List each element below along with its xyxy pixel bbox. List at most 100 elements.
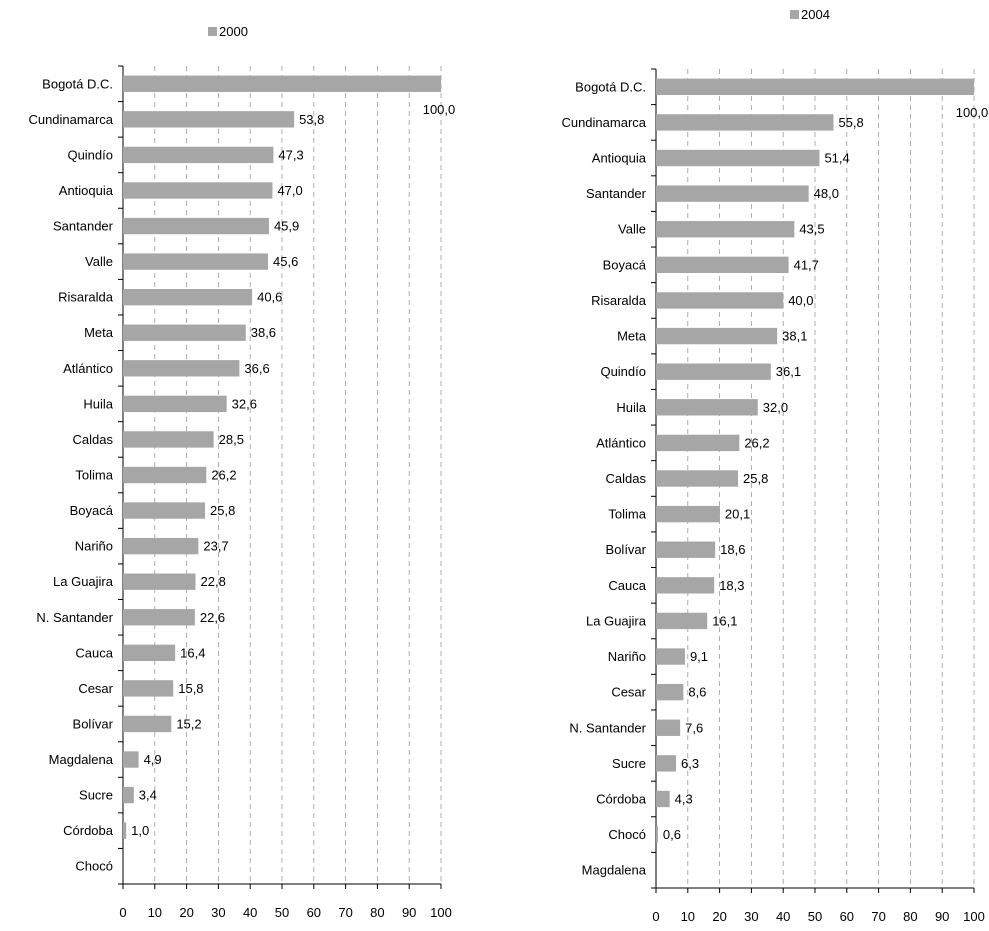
category-label: Caldas xyxy=(606,471,647,486)
data-label: 20,1 xyxy=(725,507,750,522)
data-label: 16,4 xyxy=(180,645,205,660)
category-label: Cauca xyxy=(75,645,113,660)
x-tick-label: 100 xyxy=(430,905,452,920)
bar xyxy=(656,221,795,238)
data-label: 36,6 xyxy=(244,361,269,376)
data-label: 32,0 xyxy=(763,400,788,415)
bar xyxy=(123,786,134,804)
data-label: 51,4 xyxy=(824,151,849,166)
category-label: Risaralda xyxy=(58,290,114,305)
data-label: 53,8 xyxy=(299,112,324,127)
x-tick-label: 30 xyxy=(744,909,758,924)
bar xyxy=(123,111,295,128)
data-label: 22,6 xyxy=(200,610,225,625)
category-label: Nariño xyxy=(608,649,646,664)
category-label: Bolívar xyxy=(73,716,114,731)
category-label: Tolima xyxy=(608,507,646,522)
category-label: Córdoba xyxy=(63,823,114,838)
category-label: Bogotá D.C. xyxy=(575,79,646,94)
bar xyxy=(123,217,269,235)
bar xyxy=(123,466,207,484)
bar xyxy=(656,755,677,772)
bar xyxy=(656,719,681,736)
category-label: Boyacá xyxy=(603,257,647,272)
legend-swatch xyxy=(208,27,217,36)
bar xyxy=(123,431,214,448)
bar xyxy=(123,680,174,697)
bar xyxy=(656,541,716,558)
data-label: 32,6 xyxy=(232,396,257,411)
data-label: 15,2 xyxy=(176,716,201,731)
x-tick-label: 80 xyxy=(370,905,384,920)
bar xyxy=(123,751,139,768)
chart-2000: 0 10 20 30 40 50 60 70 80 90 100 Bogotá D.C. 100,0 Cu… xyxy=(28,24,455,920)
bar xyxy=(123,324,246,341)
category-label: Quindío xyxy=(600,364,646,379)
data-label: 41,7 xyxy=(794,257,819,272)
bar xyxy=(656,577,715,594)
bar xyxy=(656,292,784,309)
category-label: Cauca xyxy=(608,578,646,593)
category-label: N. Santander xyxy=(36,610,113,625)
bar xyxy=(656,826,658,843)
bar xyxy=(656,683,684,701)
data-label: 4,3 xyxy=(675,791,693,806)
x-tick-label: 50 xyxy=(808,909,822,924)
bar xyxy=(123,537,199,555)
x-tick-label: 100 xyxy=(963,909,985,924)
category-label: Chocó xyxy=(75,859,113,874)
data-label: 45,6 xyxy=(273,254,298,269)
category-label: Magdalena xyxy=(49,752,114,767)
data-label: 40,0 xyxy=(788,293,813,308)
bar xyxy=(656,327,778,345)
category-label: Valle xyxy=(85,254,113,269)
bar xyxy=(123,715,172,733)
category-label: Santander xyxy=(586,186,647,201)
data-label: 100,0 xyxy=(423,102,456,117)
bar xyxy=(656,256,789,274)
bar xyxy=(123,253,269,270)
data-label: 47,0 xyxy=(277,183,302,198)
x-tick-label: 90 xyxy=(935,909,949,924)
x-tick-label: 70 xyxy=(338,905,352,920)
category-label: Quindío xyxy=(67,147,113,162)
x-tick-label: 80 xyxy=(903,909,917,924)
category-label: Antioquia xyxy=(59,183,114,198)
category-label: Boyacá xyxy=(70,503,114,518)
category-label: Sucre xyxy=(79,788,113,803)
x-tick-label: 10 xyxy=(148,905,162,920)
data-label: 7,6 xyxy=(685,720,703,735)
x-tick-label: 20 xyxy=(179,905,193,920)
data-label: 100,0 xyxy=(956,105,989,120)
bar xyxy=(656,149,820,167)
x-tick-label: 40 xyxy=(776,909,790,924)
bar xyxy=(656,434,740,452)
data-label: 23,7 xyxy=(203,539,228,554)
category-label: Cesar xyxy=(611,685,646,700)
category-label: Antioquia xyxy=(592,151,647,166)
data-label: 25,8 xyxy=(743,471,768,486)
bar xyxy=(123,360,240,377)
bar xyxy=(656,399,758,416)
bar xyxy=(656,790,670,808)
data-label: 9,1 xyxy=(690,649,708,664)
category-label: Cundinamarca xyxy=(561,115,646,130)
category-label: Nariño xyxy=(75,539,113,554)
x-tick-label: 70 xyxy=(871,909,885,924)
category-label: Sucre xyxy=(612,756,646,771)
category-label: Huila xyxy=(83,396,113,411)
legend-label: 2004 xyxy=(801,7,830,22)
category-label: Bogotá D.C. xyxy=(42,76,113,91)
legend-swatch xyxy=(790,10,799,19)
bar xyxy=(123,182,273,199)
data-label: 47,3 xyxy=(278,147,303,162)
data-label: 16,1 xyxy=(712,613,737,628)
bar xyxy=(656,185,809,202)
category-label: Risaralda xyxy=(591,293,647,308)
category-label: Atlántico xyxy=(63,361,113,376)
data-label: 40,6 xyxy=(257,290,282,305)
bar xyxy=(123,75,441,92)
category-label: Cesar xyxy=(78,681,113,696)
bar xyxy=(123,502,206,519)
bar xyxy=(123,644,176,662)
